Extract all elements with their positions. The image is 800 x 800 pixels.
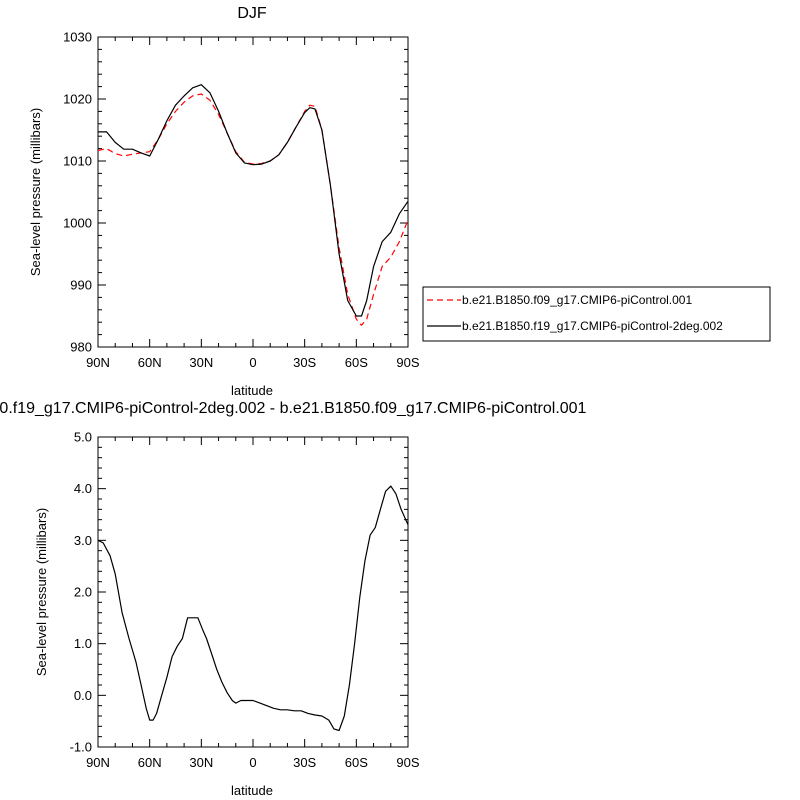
chart-2-series-1-line bbox=[97, 485, 409, 732]
chart-2-x-tick-label: 0 bbox=[249, 755, 256, 770]
chart-1-y-tick-label: 1010 bbox=[63, 154, 92, 169]
chart-1-y-tick-label: 1030 bbox=[63, 30, 92, 45]
legend: b.e21.B1850.f09_g17.CMIP6-piControl.001 … bbox=[422, 286, 771, 342]
chart-2-y-tick-label: 2.0 bbox=[74, 585, 92, 600]
legend-box bbox=[422, 286, 771, 342]
chart-1-series-2-line bbox=[98, 84, 409, 317]
chart-1-x-tick-label: 0 bbox=[249, 355, 256, 370]
chart-2-x-tick-label: 90S bbox=[396, 755, 419, 770]
chart-2-y-axis-label: Sea-level pressure (millibars) bbox=[34, 508, 49, 676]
chart-2-x-tick-label: 30S bbox=[293, 755, 316, 770]
chart-2-y-tick-label: 3.0 bbox=[74, 533, 92, 548]
chart-2-y-tick-label: 1.0 bbox=[74, 636, 92, 651]
chart-1-y-axis-label: Sea-level pressure (millibars) bbox=[28, 108, 43, 276]
chart-1-y-tick-label: 1000 bbox=[63, 216, 92, 231]
chart-2-x-tick-label: 60N bbox=[138, 755, 162, 770]
chart-2-title: b.e21.B1850.f19_g17.CMIP6-piControl-2deg… bbox=[0, 400, 587, 417]
chart-1-x-tick-label: 30N bbox=[189, 355, 213, 370]
chart-1-y-tick-label: 1020 bbox=[63, 92, 92, 107]
chart-1-series-1-line bbox=[97, 93, 409, 326]
chart-1-x-tick-label: 90N bbox=[86, 355, 110, 370]
chart-1-y-tick-label: 980 bbox=[70, 340, 92, 355]
chart-2-ticks: 90N 60N 30N 0 30S 60S 90S -1.0 0.0 1.0 2.0 3.0 4.0 5.… bbox=[70, 430, 420, 771]
chart-1-x-tick-label: 60N bbox=[138, 355, 162, 370]
chart-1-plot-frame bbox=[97, 36, 409, 348]
chart-2-y-tick-label: -1.0 bbox=[70, 740, 92, 755]
chart-1-y-tick-label: 990 bbox=[70, 278, 92, 293]
chart-2-y-tick-label: 0.0 bbox=[74, 688, 92, 703]
chart-2-x-axis-label: latitude bbox=[231, 783, 273, 798]
chart-1-x-tick-label: 60S bbox=[345, 355, 368, 370]
chart-1-series bbox=[97, 84, 409, 326]
chart-2-x-tick-label: 30N bbox=[189, 755, 213, 770]
chart-1-ticks: 90N 60N 30N 0 30S 60S 90S 980 990 1000 1010 1020 103… bbox=[63, 30, 420, 371]
chart-2-x-tick-label: 60S bbox=[345, 755, 368, 770]
chart-1-x-axis-label: latitude bbox=[231, 383, 273, 398]
legend-label-series-2: b.e21.B1850.f19_g17.CMIP6-piControl-2deg… bbox=[462, 319, 723, 333]
chart-2-y-tick-label: 4.0 bbox=[74, 481, 92, 496]
chart-2-series bbox=[97, 485, 409, 732]
chart-1-x-tick-label: 90S bbox=[396, 355, 419, 370]
legend-label-series-1: b.e21.B1850.f09_g17.CMIP6-piControl.001 bbox=[462, 293, 692, 307]
chart-1-title: DJF bbox=[237, 5, 267, 22]
chart-2-y-tick-label: 5.0 bbox=[74, 430, 92, 445]
chart-1-x-tick-label: 30S bbox=[293, 355, 316, 370]
chart-2-x-tick-label: 90N bbox=[86, 755, 110, 770]
